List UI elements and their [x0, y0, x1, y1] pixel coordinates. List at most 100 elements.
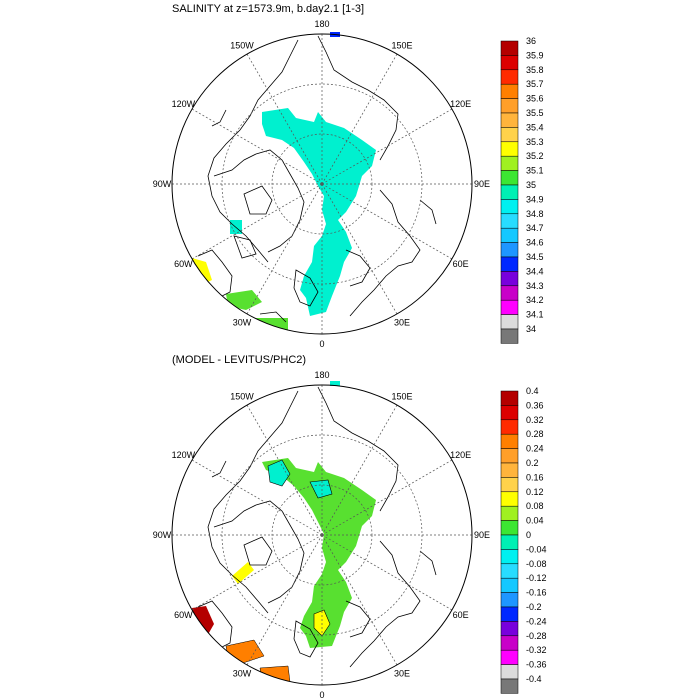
colorbar-swatch [500, 328, 519, 344]
colorbar-swatch [500, 534, 519, 550]
top-map-boundary [171, 33, 473, 335]
lon-label-90e: 90E [474, 530, 490, 540]
colorbar-swatch [500, 649, 519, 665]
colorbar-swatch [500, 199, 519, 215]
colorbar-tick-label: 35.7 [526, 79, 544, 89]
colorbar-swatch [500, 621, 519, 637]
colorbar-swatch [500, 448, 519, 464]
lon-label-30e: 30E [394, 318, 410, 328]
colorbar-swatch [500, 390, 519, 406]
colorbar-swatch [500, 405, 519, 421]
bottom-cyan-patch [330, 381, 340, 386]
colorbar-tick-label: 0 [526, 530, 531, 540]
colorbar-swatch [500, 285, 519, 301]
bottom-cyan-contour-2 [309, 479, 333, 499]
lon-label-150e: 150E [391, 391, 412, 401]
lon-label-90e: 90E [474, 179, 490, 189]
colorbar-swatch [500, 213, 519, 229]
lon-label-180: 180 [314, 370, 329, 380]
colorbar-swatch [500, 678, 519, 694]
lon-label-30e: 30E [394, 669, 410, 679]
colorbar-tick-label: 0.28 [526, 429, 544, 439]
colorbar-swatch [500, 592, 519, 608]
lon-label-30w: 30W [233, 318, 252, 328]
colorbar-swatch [500, 577, 519, 593]
lon-label-150e: 150E [391, 40, 412, 50]
bottom-yellow-strip [232, 562, 254, 584]
bottom-map-boundary [171, 384, 473, 686]
colorbar-swatch [500, 433, 519, 449]
lon-label-180: 180 [314, 19, 329, 29]
colorbar-swatch [500, 83, 519, 99]
colorbar-tick-label: 0.12 [526, 487, 544, 497]
lon-label-120w: 120W [172, 450, 196, 460]
colorbar-tick-label: -0.04 [526, 544, 547, 554]
colorbar-tick-label: 35.4 [526, 122, 544, 132]
bottom-orange-patch-1 [225, 639, 265, 665]
colorbar-swatch [500, 170, 519, 186]
colorbar-swatch [500, 491, 519, 507]
lon-label-60w: 60W [174, 259, 193, 269]
colorbar-swatch [500, 563, 519, 579]
colorbar-swatch [500, 69, 519, 85]
colorbar-tick-label: 34.4 [526, 266, 544, 276]
colorbar-tick-label: 35 [526, 180, 536, 190]
colorbar-swatch [500, 256, 519, 272]
colorbar-tick-label: 0.4 [526, 386, 539, 396]
colorbar-tick-label: -0.2 [526, 602, 542, 612]
colorbar-swatch [500, 477, 519, 493]
colorbar-swatch [500, 419, 519, 435]
colorbar-tick-label: 35.8 [526, 65, 544, 75]
colorbar-swatch [500, 55, 519, 71]
colorbar-swatch [500, 299, 519, 315]
lon-label-60e: 60E [453, 259, 469, 269]
colorbar-swatch [500, 184, 519, 200]
colorbar-tick-label: 34.9 [526, 194, 544, 204]
top-graticule [172, 34, 472, 334]
colorbar-swatch [500, 635, 519, 651]
colorbar-tick-label: 34.3 [526, 281, 544, 291]
colorbar-tick-label: -0.24 [526, 616, 547, 626]
colorbar-tick-label: 35.9 [526, 50, 544, 60]
colorbar-swatch [500, 664, 519, 680]
colorbar-tick-label: -0.4 [526, 674, 542, 684]
colorbar-tick-label: 35.2 [526, 151, 544, 161]
lon-label-120e: 120E [450, 450, 471, 460]
colorbar-tick-label: 0.2 [526, 458, 539, 468]
top-coastlines [197, 35, 437, 323]
lon-label-150w: 150W [230, 391, 254, 401]
colorbar-swatch [500, 141, 519, 157]
colorbar-swatch [500, 40, 519, 56]
lon-label-30w: 30W [233, 669, 252, 679]
bottom-colorbar: 0.4 0.36 0.32 0.28 0.24 0.2 0.16 0.12 0.08 0.04 0 -… [500, 386, 547, 694]
lon-label-90w: 90W [153, 179, 172, 189]
top-colorbar: 36 35.9 35.8 35.7 35.6 35.5 35.4 35.3 35.2 35.1 35… [500, 36, 544, 344]
colorbar-tick-label: 0.16 [526, 472, 544, 482]
lon-label-150w: 150W [230, 40, 254, 50]
colorbar-swatch [500, 462, 519, 478]
colorbar-tick-label: -0.32 [526, 645, 547, 655]
colorbar-tick-label: 0.32 [526, 415, 544, 425]
colorbar-tick-label: 34.7 [526, 223, 544, 233]
colorbar-swatch [500, 314, 519, 330]
top-salinity-field [262, 108, 376, 316]
colorbar-tick-label: 35.5 [526, 108, 544, 118]
bottom-map: 180 150E 120E 90E 60E 30E 0 30W 60W 90W 120W 150W [153, 370, 490, 700]
colorbar-tick-label: -0.12 [526, 573, 547, 583]
colorbar-swatch [500, 549, 519, 565]
top-green-patch-2 [256, 318, 288, 330]
colorbar-tick-label: 34.6 [526, 238, 544, 248]
top-panel-title: SALINITY at z=1573.9m, b.day2.1 [1-3] [172, 3, 365, 15]
top-map: 180 150E 120E 90E 60E 30E 0 30W 60W 90W 120W 150W [153, 19, 490, 349]
colorbar-tick-label: 34.1 [526, 310, 544, 320]
colorbar-swatch [500, 155, 519, 171]
lon-label-120w: 120W [172, 99, 196, 109]
colorbar-swatch [500, 242, 519, 258]
colorbar-tick-label: 34.5 [526, 252, 544, 262]
colorbar-tick-label: -0.36 [526, 660, 547, 670]
colorbar-swatch [500, 98, 519, 114]
colorbar-swatch [500, 520, 519, 536]
colorbar-tick-label: 0.24 [526, 444, 544, 454]
lon-label-120e: 120E [450, 99, 471, 109]
